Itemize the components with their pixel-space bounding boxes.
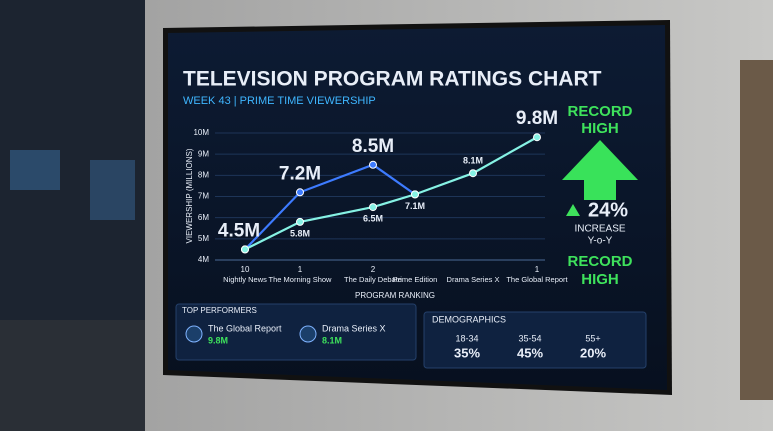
x-tick-label: The Global Report <box>506 275 568 284</box>
y-tick-label: 8M <box>198 170 209 179</box>
top-performers-panel <box>175 303 417 361</box>
performer-value: 8.1M <box>322 335 342 345</box>
performer-name: The Global Report <box>208 323 282 333</box>
demographics-title: DEMOGRAPHICS <box>432 314 506 324</box>
record-high-bottom: HIGH <box>581 271 619 288</box>
y-axis-label: VIEWERSHIP (MILLIONS) <box>185 148 194 243</box>
y-tick-label: 7M <box>198 192 209 201</box>
data-label: 9.8M <box>516 108 558 129</box>
demo-share: 20% <box>580 345 606 360</box>
data-point <box>296 188 304 197</box>
record-high-top: HIGH <box>581 120 619 137</box>
demo-share: 35% <box>454 345 480 360</box>
y-tick-label: 6M <box>198 213 209 222</box>
performer-icon <box>299 325 317 343</box>
demographics-panel <box>423 311 647 369</box>
data-point <box>369 160 377 169</box>
data-label: 8.5M <box>352 136 394 157</box>
data-point <box>469 169 477 178</box>
x-rank-label: 1 <box>298 265 303 274</box>
x-tick-label: Nightly News <box>223 275 267 284</box>
record-high-bottom: RECORD <box>567 253 632 270</box>
tv-screen <box>168 25 667 390</box>
demo-label: 55+ <box>585 333 600 343</box>
up-arrow <box>562 140 638 200</box>
data-label: 7.1M <box>405 201 425 211</box>
y-tick-label: 10M <box>193 128 209 137</box>
x-tick-label: Prime Edition <box>393 275 438 284</box>
x-tick-label: The Daily Debate <box>344 275 402 284</box>
x-rank-label: 10 <box>241 265 250 274</box>
chart-title: TELEVISION PROGRAM RATINGS CHART <box>183 68 602 91</box>
performer-icon <box>185 325 203 343</box>
data-label: 4.5M <box>218 220 260 241</box>
data-point <box>369 203 377 212</box>
wall-light <box>740 60 773 400</box>
change-value: 24% <box>588 199 628 221</box>
series-line <box>244 163 416 251</box>
performer-name: Drama Series X <box>322 323 386 333</box>
x-rank-label: 2 <box>371 265 376 274</box>
demo-label: 35-54 <box>518 333 541 343</box>
data-point <box>241 245 249 254</box>
top-performers-title: TOP PERFORMERS <box>182 306 257 315</box>
data-label: 5.8M <box>290 228 310 238</box>
x-tick-label: Drama Series X <box>447 275 500 284</box>
change-label: INCREASE <box>574 224 625 235</box>
data-label: 7.2M <box>279 163 321 184</box>
performer-value: 9.8M <box>208 335 228 345</box>
data-point <box>296 217 304 226</box>
series-line <box>244 136 538 251</box>
demo-label: 18-34 <box>455 333 478 343</box>
x-axis-label: PROGRAM RANKING <box>355 291 435 300</box>
x-tick-label: The Morning Show <box>269 275 333 284</box>
x-rank-label: 1 <box>535 265 540 274</box>
change-period: Y-o-Y <box>588 236 613 247</box>
data-label: 8.1M <box>463 156 483 166</box>
data-point <box>411 190 419 199</box>
y-tick-label: 4M <box>198 255 209 264</box>
office-desk <box>0 320 145 431</box>
demo-share: 45% <box>517 345 543 360</box>
y-tick-label: 5M <box>198 234 209 243</box>
office-monitor <box>10 150 60 190</box>
change-arrow <box>566 204 580 216</box>
data-label: 6.5M <box>363 213 383 223</box>
record-high-top: RECORD <box>567 103 632 120</box>
data-point <box>533 133 541 142</box>
office-monitor <box>90 160 135 220</box>
chart-subtitle: WEEK 43 | PRIME TIME VIEWERSHIP <box>183 95 376 107</box>
y-tick-label: 9M <box>198 149 209 158</box>
